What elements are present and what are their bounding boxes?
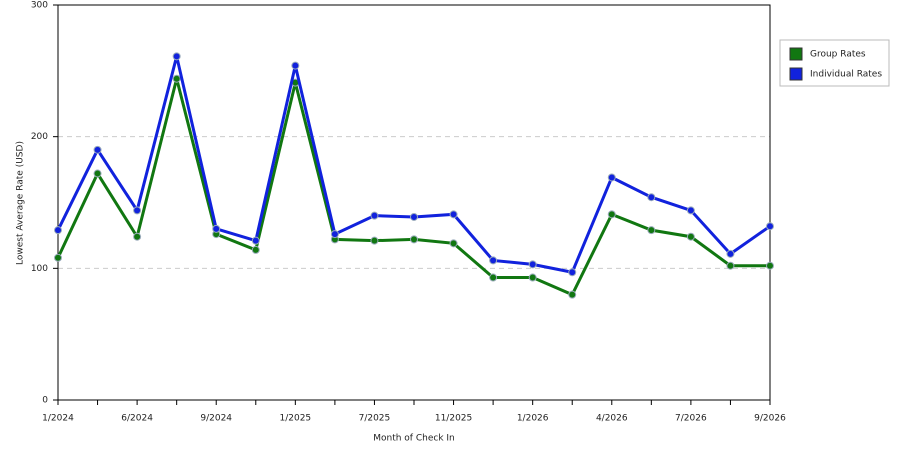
data-point xyxy=(726,249,735,258)
data-point xyxy=(489,273,498,282)
data-point xyxy=(489,256,498,265)
data-point xyxy=(568,290,577,299)
x-tick-label: 1/2025 xyxy=(279,414,311,424)
y-tick-label: 300 xyxy=(31,1,48,11)
data-point xyxy=(766,222,774,231)
data-point xyxy=(686,206,695,215)
data-point xyxy=(54,253,62,262)
data-point xyxy=(607,173,616,182)
legend-swatch xyxy=(789,67,803,81)
data-point xyxy=(726,261,735,270)
data-point xyxy=(370,236,379,245)
y-tick-label: 0 xyxy=(42,396,48,406)
data-point xyxy=(133,206,142,215)
x-tick-label: 7/2026 xyxy=(675,414,707,424)
x-tick-label: 11/2025 xyxy=(435,414,472,424)
x-tick-label: 1/2026 xyxy=(517,414,549,424)
data-point xyxy=(686,232,695,241)
data-point xyxy=(251,245,260,254)
x-tick-label: 4/2026 xyxy=(596,414,628,424)
y-axis-title: Lowest Average Rate (USD) xyxy=(16,141,26,265)
data-point xyxy=(54,226,62,235)
data-point xyxy=(93,145,102,154)
data-point xyxy=(370,211,379,220)
data-point xyxy=(410,212,418,221)
data-point xyxy=(251,236,260,245)
data-point xyxy=(568,268,577,277)
data-point xyxy=(449,210,458,219)
data-point xyxy=(172,52,181,61)
legend-label: Individual Rates xyxy=(810,70,882,80)
series-line xyxy=(56,78,770,297)
data-point xyxy=(212,224,221,233)
data-point xyxy=(93,169,102,178)
x-tick-label: 7/2025 xyxy=(359,414,391,424)
x-tick-label: 9/2026 xyxy=(754,414,786,424)
legend-label: Group Rates xyxy=(810,50,866,60)
x-tick-label: 6/2024 xyxy=(121,414,153,424)
data-point xyxy=(607,210,616,219)
data-point xyxy=(330,230,339,239)
data-point xyxy=(528,260,537,269)
data-point xyxy=(172,74,181,83)
data-point xyxy=(410,235,418,244)
data-point xyxy=(449,239,458,248)
data-point xyxy=(647,226,656,235)
legend-swatch xyxy=(789,47,803,61)
y-tick-label: 100 xyxy=(31,264,48,274)
data-point xyxy=(291,61,300,70)
x-tick-label: 9/2024 xyxy=(200,414,232,424)
data-point xyxy=(766,261,774,270)
x-tick-label: 1/2024 xyxy=(42,414,74,424)
x-axis-title: Month of Check In xyxy=(373,434,455,444)
y-tick-label: 200 xyxy=(31,132,48,142)
data-point xyxy=(647,193,656,202)
data-point xyxy=(528,273,537,282)
data-point xyxy=(133,232,142,241)
